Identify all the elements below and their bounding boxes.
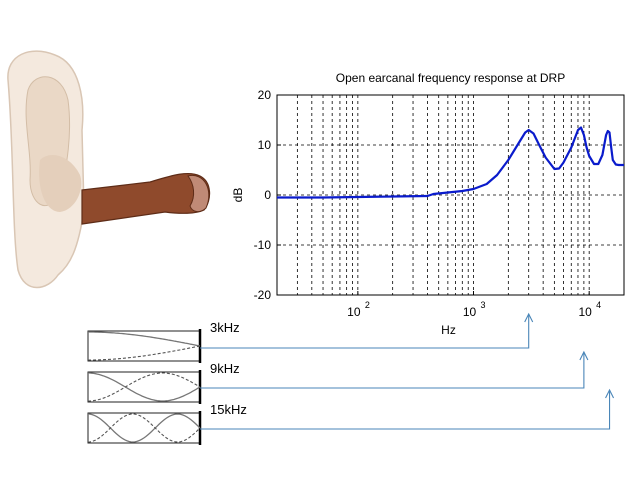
x-tick-label: 10 2	[347, 300, 370, 319]
response-curve	[277, 126, 624, 199]
connector-arrow	[200, 314, 530, 349]
x-tick-label: 10 4	[579, 300, 602, 319]
x-tick-base: 10	[579, 305, 593, 319]
y-tick-label: -10	[254, 238, 272, 252]
resonance-3kHz: 3kHz	[87, 312, 534, 363]
y-tick-label: 10	[258, 138, 272, 152]
resonance-diagrams: 3kHz 9kHz 15kHz	[87, 312, 615, 445]
y-tick-label: 0	[264, 188, 271, 202]
x-tick-base: 10	[463, 305, 477, 319]
frequency-response-chart: Open earcanal frequency response at DRP …	[231, 71, 625, 337]
ear-concha	[39, 155, 82, 212]
x-tick-exponent: 2	[365, 300, 370, 310]
x-tick-label: 10 3	[463, 300, 486, 319]
grid	[277, 95, 624, 295]
arrow-head	[605, 388, 615, 399]
y-tick-label: -20	[254, 288, 272, 302]
resonance-15kHz: 15kHz	[87, 388, 615, 445]
resonance-label: 9kHz	[210, 361, 240, 376]
ear-illustration	[7, 50, 211, 289]
y-axis-label: dB	[231, 188, 245, 203]
connector-arrow	[200, 352, 585, 389]
standing-wave-solid	[87, 413, 201, 443]
eardrum	[187, 174, 210, 213]
standing-wave-dashed	[88, 372, 201, 402]
standing-wave-dashed	[88, 345, 201, 361]
y-tick-label: 20	[258, 88, 272, 102]
series	[277, 126, 624, 199]
standing-wave-dashed	[87, 413, 201, 443]
connector-arrow	[200, 390, 611, 430]
standing-wave-solid	[88, 331, 201, 347]
x-tick-base: 10	[347, 305, 361, 319]
arrow-head	[579, 350, 589, 361]
x-axis-label: Hz	[441, 323, 456, 337]
resonance-9kHz: 9kHz	[87, 350, 589, 404]
arrow-head	[524, 312, 534, 323]
x-tick-exponent: 3	[481, 300, 486, 310]
resonance-label: 3kHz	[210, 320, 240, 335]
standing-wave-solid	[88, 372, 201, 402]
chart-title: Open earcanal frequency response at DRP	[336, 71, 565, 85]
resonance-label: 15kHz	[210, 402, 247, 417]
ear-canal	[81, 172, 211, 225]
x-tick-exponent: 4	[596, 300, 601, 310]
